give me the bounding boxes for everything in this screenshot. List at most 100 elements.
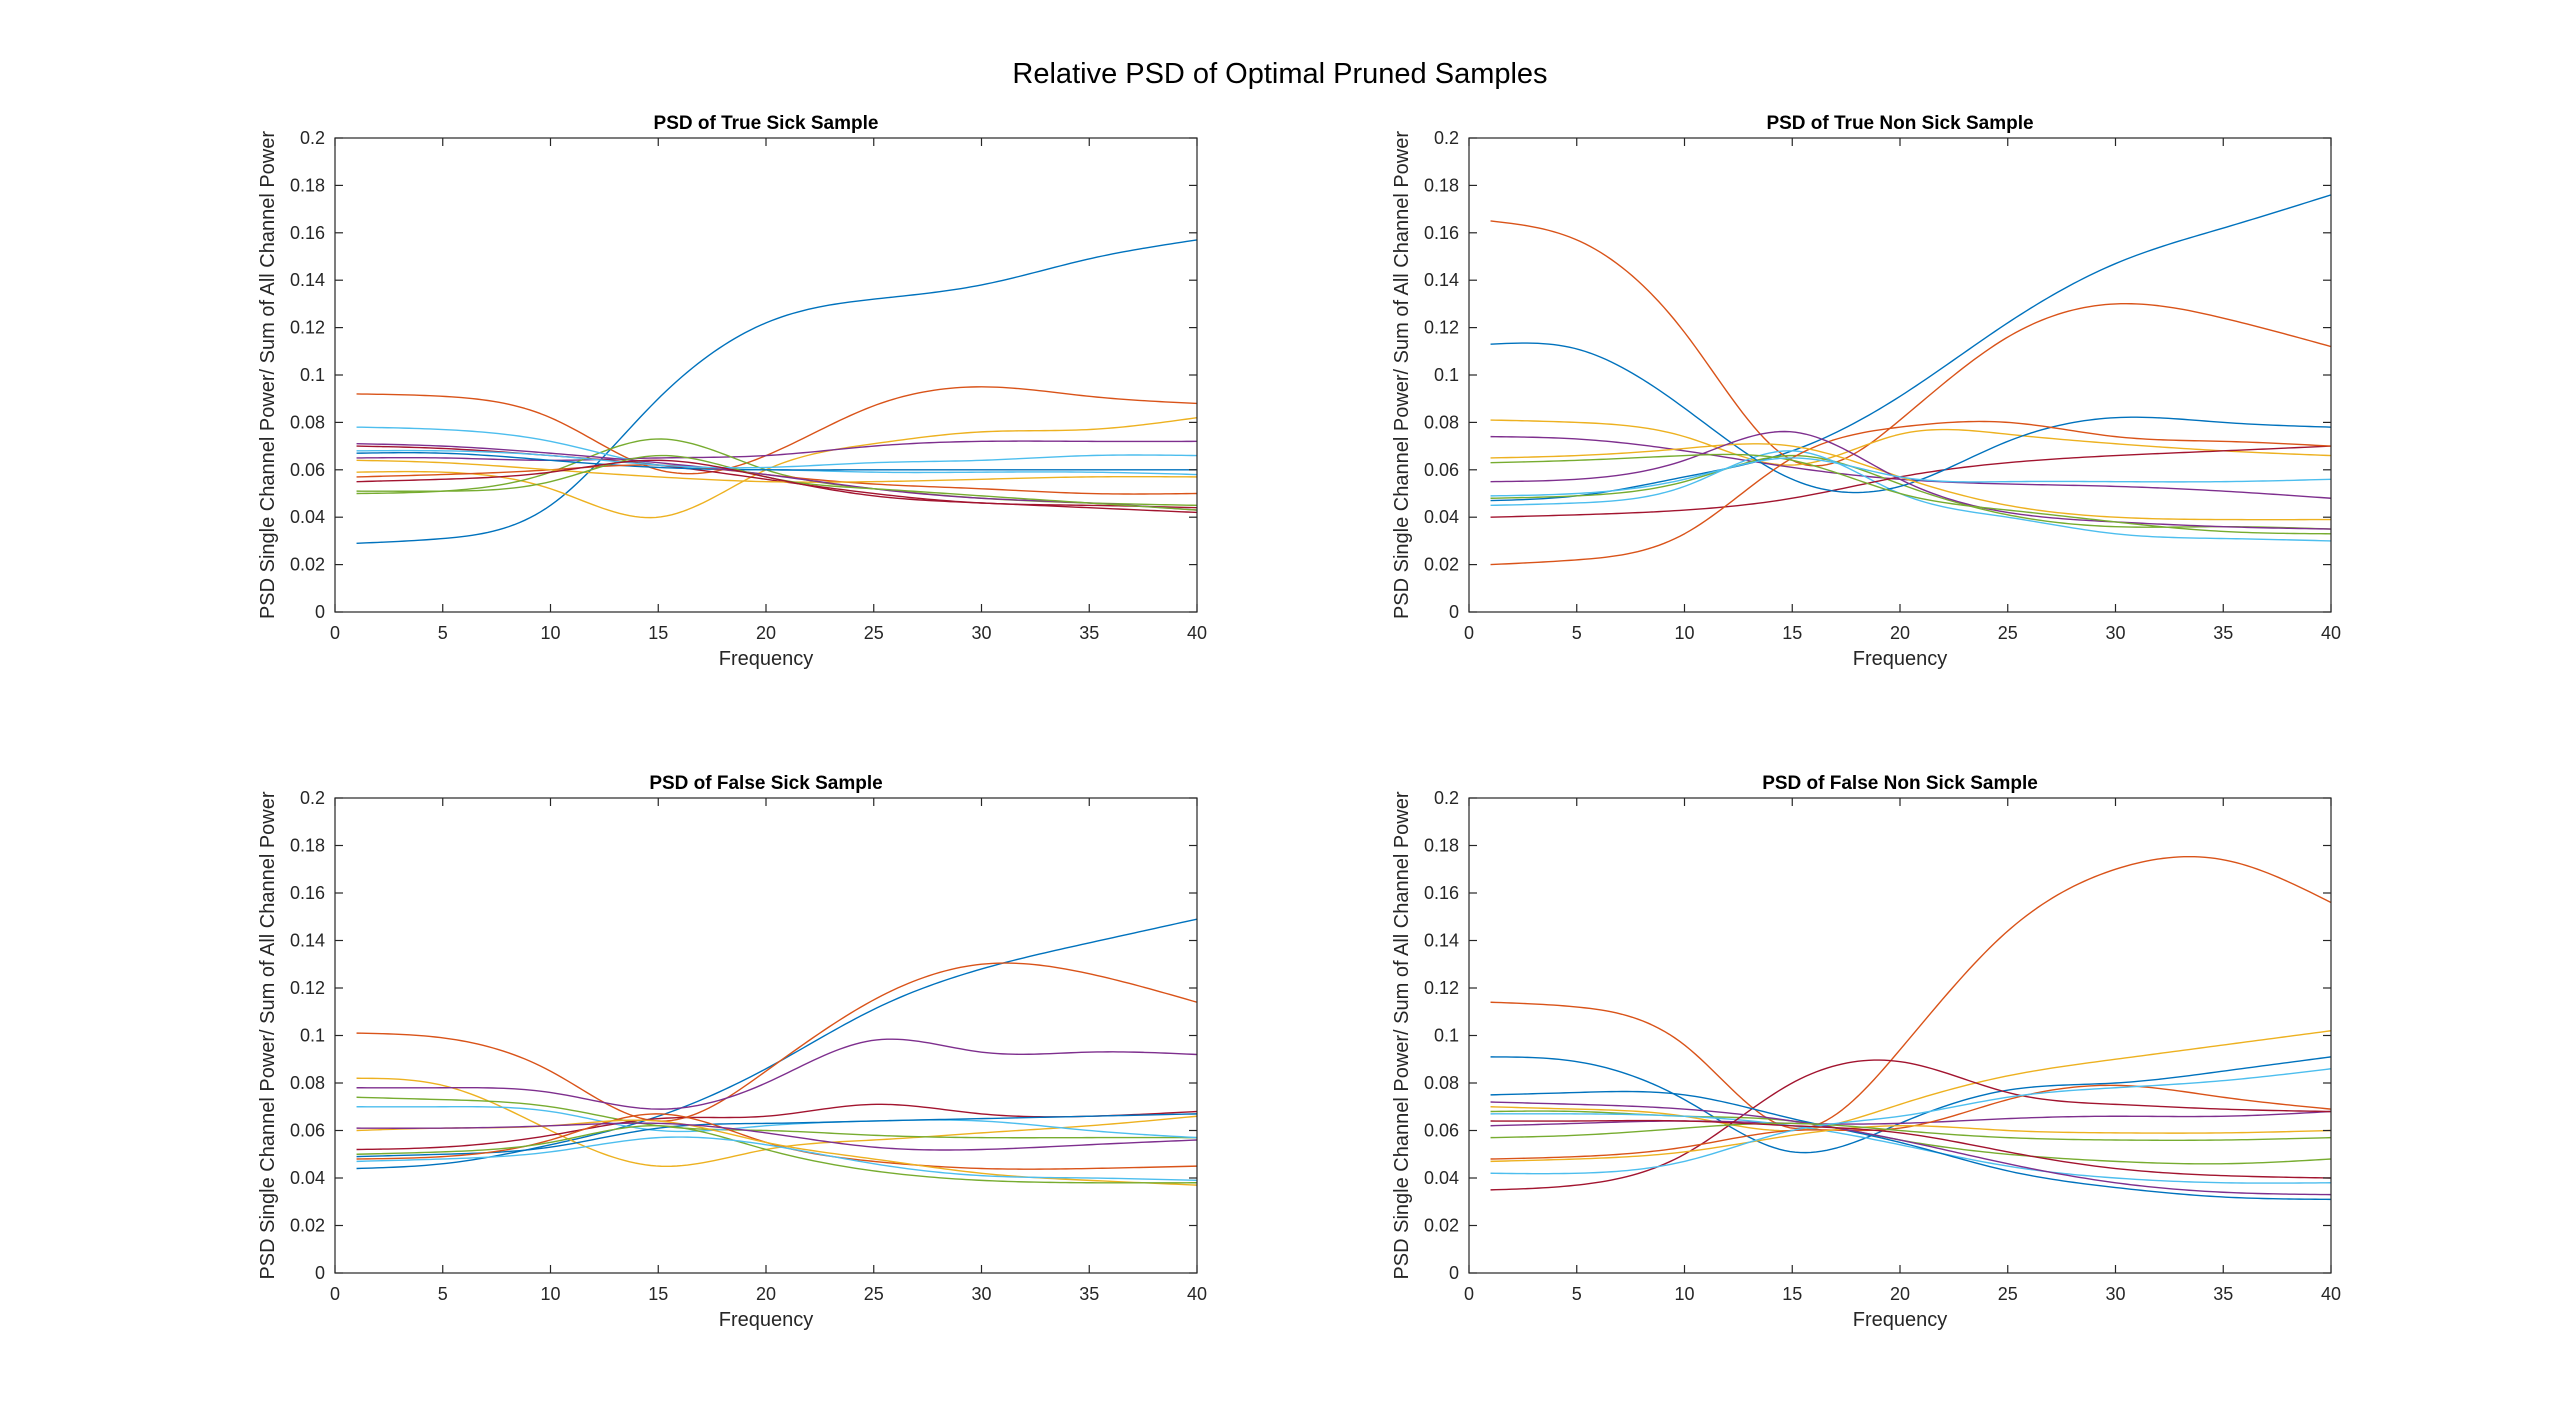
x-tick-label: 30 xyxy=(971,623,991,643)
series-group xyxy=(1490,194,2331,566)
x-tick-label: 30 xyxy=(2105,1284,2125,1304)
x-axis-label: Frequency xyxy=(1853,1309,1948,1331)
x-tick-label: 40 xyxy=(1187,1284,1207,1304)
series-line-10 xyxy=(1490,443,2331,521)
series-line-12 xyxy=(1490,453,2331,535)
series-line-11 xyxy=(1490,430,2331,530)
x-tick-label: 10 xyxy=(540,1284,560,1304)
y-tick-label: 0.08 xyxy=(1424,412,1459,432)
x-tick-label: 35 xyxy=(1079,623,1099,643)
x-tick-label: 10 xyxy=(540,623,560,643)
series-line-1 xyxy=(1490,194,2331,502)
series-line-11 xyxy=(356,1122,1197,1151)
y-tick-label: 0.18 xyxy=(1424,836,1459,856)
x-axis-label: Frequency xyxy=(719,648,814,670)
axes-background xyxy=(1469,798,2331,1273)
series-line-13 xyxy=(1490,1068,2331,1175)
y-tick-label: 0.18 xyxy=(290,836,325,856)
series-line-4 xyxy=(1490,1110,2331,1127)
subplot-1: 0 5 10 15 20 25 30 35 40 0 0.02 0.04 0.06 0.08 0.1 0.12… xyxy=(257,113,1207,670)
series-line-8 xyxy=(356,452,1197,471)
y-tick-label: 0.06 xyxy=(1424,1121,1459,1141)
x-tick-label: 40 xyxy=(2321,1284,2341,1304)
series-line-13 xyxy=(356,1136,1197,1182)
x-tick-label: 20 xyxy=(756,623,776,643)
series-line-7 xyxy=(1490,445,2331,518)
x-tick-label: 0 xyxy=(330,623,340,643)
y-tick-label: 0.06 xyxy=(290,1121,325,1141)
x-tick-label: 5 xyxy=(438,1284,448,1304)
y-tick-label: 0.04 xyxy=(1424,1168,1459,1188)
y-tick-label: 0.16 xyxy=(1424,883,1459,903)
series-line-8 xyxy=(1490,1090,2331,1201)
x-tick-label: 40 xyxy=(2321,623,2341,643)
axes-background xyxy=(1469,138,2331,612)
x-tick-label: 30 xyxy=(2105,623,2125,643)
y-axis-label: PSD Single Channel Power/ Sum of All Cha… xyxy=(257,791,279,1279)
subplot-title: PSD of True Non Sick Sample xyxy=(1766,113,2033,134)
y-tick-label: 0 xyxy=(1449,602,1459,622)
series-line-1 xyxy=(1490,1056,2331,1154)
subplot-2: 0 5 10 15 20 25 30 35 40 0 0.02 0.04 0.06 0.08 0.1 0.12… xyxy=(1391,113,2341,670)
y-tick-label: 0.04 xyxy=(1424,507,1459,527)
figure-title: Relative PSD of Optimal Pruned Samples xyxy=(1012,58,1548,90)
series-line-3 xyxy=(1490,419,2331,466)
y-tick-label: 0.1 xyxy=(300,365,325,385)
x-tick-label: 25 xyxy=(1998,623,2018,643)
series-line-4 xyxy=(356,440,1197,462)
y-tick-label: 0.2 xyxy=(1434,788,1459,808)
series-line-13 xyxy=(356,449,1197,469)
series-line-6 xyxy=(1490,450,2331,542)
y-tick-label: 0.2 xyxy=(300,128,325,148)
series-line-6 xyxy=(1490,1113,2331,1184)
series-line-1 xyxy=(356,239,1197,544)
y-axis-label: PSD Single Channel Power/ Sum of All Cha… xyxy=(1391,131,1413,619)
y-tick-label: 0.18 xyxy=(290,175,325,195)
y-tick-label: 0.1 xyxy=(1434,365,1459,385)
x-tick-label: 30 xyxy=(971,1284,991,1304)
y-tick-label: 0.08 xyxy=(290,1073,325,1093)
series-line-8 xyxy=(1490,342,2331,494)
y-tick-label: 0.08 xyxy=(290,412,325,432)
y-tick-label: 0.14 xyxy=(1424,270,1459,290)
series-line-3 xyxy=(1490,1030,2331,1132)
y-tick-label: 0.14 xyxy=(290,931,325,951)
series-line-6 xyxy=(356,1106,1197,1139)
series-line-12 xyxy=(1490,1122,2331,1141)
y-tick-label: 0.06 xyxy=(290,460,325,480)
x-tick-label: 10 xyxy=(1674,1284,1694,1304)
y-tick-label: 0.16 xyxy=(1424,223,1459,243)
series-line-2 xyxy=(1490,855,2331,1130)
y-tick-label: 0.16 xyxy=(290,883,325,903)
y-tick-label: 0.02 xyxy=(290,555,325,575)
y-tick-label: 0.12 xyxy=(1424,318,1459,338)
series-line-12 xyxy=(356,1125,1197,1184)
y-tick-label: 0.1 xyxy=(1434,1026,1459,1046)
x-tick-label: 10 xyxy=(1674,623,1694,643)
series-group xyxy=(356,918,1197,1186)
axes-background xyxy=(335,138,1197,612)
x-tick-label: 35 xyxy=(2213,623,2233,643)
series-line-2 xyxy=(356,962,1197,1122)
y-tick-label: 0.12 xyxy=(1424,978,1459,998)
x-tick-label: 5 xyxy=(1572,1284,1582,1304)
series-line-9 xyxy=(356,1113,1197,1170)
y-axis-label: PSD Single Channel Power/ Sum of All Cha… xyxy=(257,131,279,619)
subplot-title: PSD of True Sick Sample xyxy=(654,113,879,134)
y-tick-label: 0.08 xyxy=(1424,1073,1459,1093)
y-tick-label: 0 xyxy=(315,1263,325,1283)
x-tick-label: 25 xyxy=(1998,1284,2018,1304)
y-tick-label: 0.02 xyxy=(1424,1216,1459,1236)
series-group xyxy=(356,239,1197,544)
series-line-5 xyxy=(1490,454,2331,530)
series-line-13 xyxy=(1490,457,2331,497)
y-tick-label: 0.12 xyxy=(290,318,325,338)
series-line-9 xyxy=(1490,420,2331,566)
y-tick-label: 0.1 xyxy=(300,1026,325,1046)
series-line-4 xyxy=(356,1038,1197,1110)
x-tick-label: 15 xyxy=(1782,623,1802,643)
series-line-2 xyxy=(1490,220,2331,467)
y-tick-label: 0.2 xyxy=(300,788,325,808)
series-line-11 xyxy=(1490,1101,2331,1196)
